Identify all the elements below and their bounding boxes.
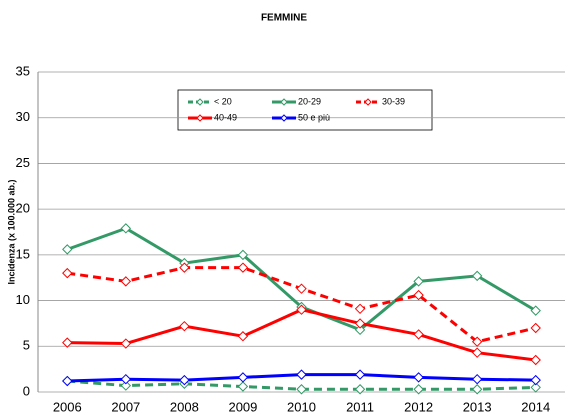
legend-box [177,89,433,131]
point-marker [471,270,483,282]
y-tick-label: 35 [16,63,30,78]
point-marker [120,223,132,234]
y-tick-label: 25 [16,155,30,170]
point-marker [237,262,249,273]
point-marker [354,324,366,336]
point-marker [237,381,249,392]
point-marker [179,262,190,273]
point-marker [413,289,424,301]
legend-marker [280,98,288,106]
point-marker [296,369,307,380]
point-marker [62,244,73,255]
x-tick-label: 2011 [346,399,374,414]
legend-label: < 20 [214,96,232,106]
point-marker [530,354,541,366]
point-marker [62,337,73,348]
x-tick-label: 2006 [53,399,82,414]
point-marker [120,380,132,391]
x-tick-label: 2012 [404,399,433,414]
point-marker [354,384,366,395]
point-marker [471,373,483,385]
point-marker [413,329,424,340]
point-marker [530,382,541,393]
point-marker [237,249,249,261]
point-marker [296,304,307,315]
point-marker [530,374,541,386]
legend-label: 20-29 [298,96,321,106]
point-marker [296,283,307,294]
y-tick-label: 5 [23,338,30,353]
point-marker [471,347,483,358]
point-marker [471,336,483,347]
series-line [67,308,536,362]
legend-marker [196,98,204,106]
point-marker [179,320,190,332]
legend-marker [280,114,288,122]
legend-marker [364,98,372,106]
point-marker [120,276,132,287]
point-marker [237,372,249,383]
point-marker [471,384,483,395]
legend-label: 50 e più [298,112,330,122]
x-tick-label: 2008 [170,399,199,414]
y-tick-label: 30 [16,109,30,124]
legend-marker [196,114,204,122]
chart-title: FEMMINE [261,13,307,24]
point-marker [62,267,73,279]
legend-label: 30-39 [382,96,405,106]
point-marker [354,318,366,329]
point-marker [237,331,249,342]
y-axis-label: Incidenza (x 100.000 ab.) [6,179,16,284]
point-marker [530,305,541,316]
y-tick-label: 10 [16,292,30,307]
y-tick-label: 15 [16,246,30,261]
y-tick-label: 20 [16,201,30,216]
point-marker [120,338,132,349]
point-marker [413,276,424,287]
x-tick-label: 2009 [228,399,257,414]
x-tick-label: 2010 [287,399,316,414]
point-marker [354,369,366,380]
point-marker [120,373,132,385]
point-marker [354,303,366,315]
point-marker [179,374,190,386]
point-marker [296,384,307,395]
y-tick-label: 0 [23,383,30,398]
point-marker [413,384,424,395]
point-marker [62,375,73,387]
legend-label: 40-49 [214,112,237,122]
x-tick-label: 2014 [521,399,550,414]
point-marker [530,322,541,334]
x-tick-label: 2007 [111,399,140,414]
x-tick-label: 2013 [463,399,492,414]
point-marker [413,372,424,383]
